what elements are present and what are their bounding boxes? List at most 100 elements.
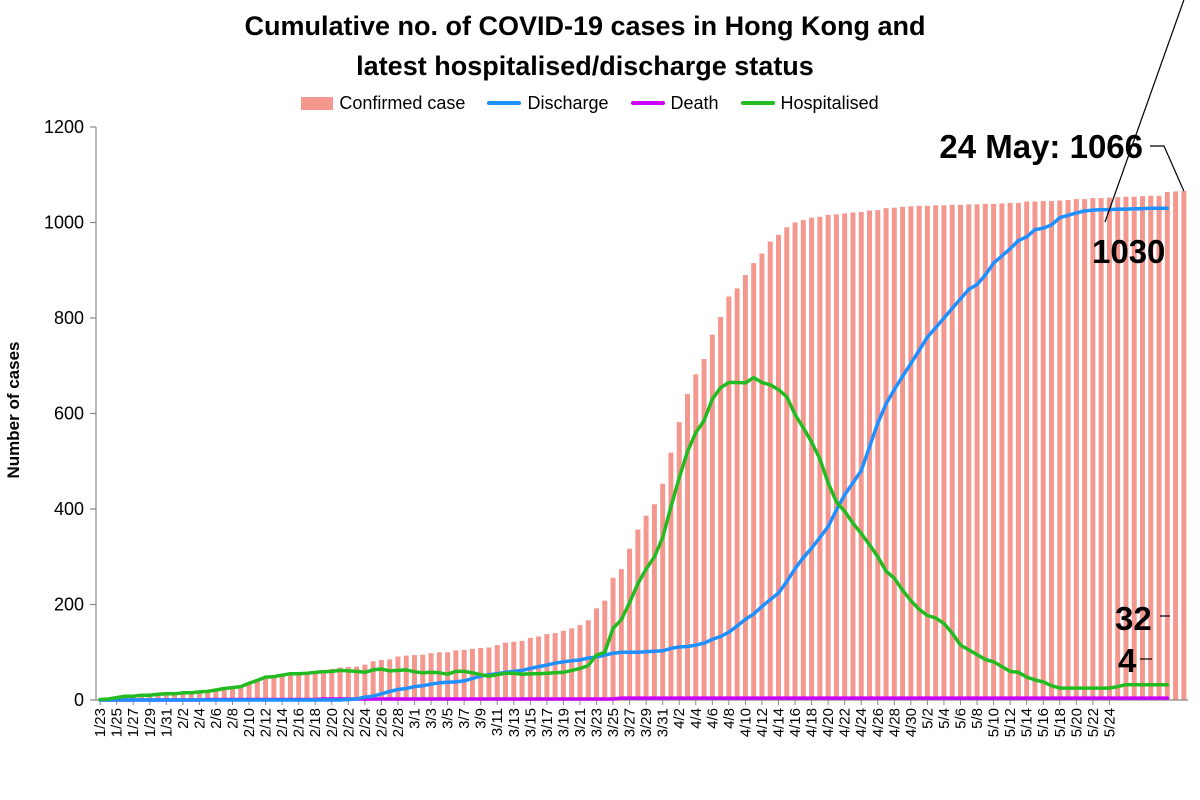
x-tick-label: 1/23 (92, 708, 109, 737)
bar-confirmed (891, 207, 897, 700)
legend-swatch-confirmed (301, 96, 334, 110)
bar-confirmed (436, 652, 442, 700)
x-tick-label: 1/29 (142, 708, 159, 737)
x-tick-label: 4/20 (820, 708, 837, 737)
bar-confirmed (254, 679, 260, 700)
x-tick-label: 3/29 (638, 708, 655, 737)
annotation-leader-discharge (1104, 0, 1185, 223)
bar-confirmed (958, 204, 963, 700)
bar-confirmed (627, 548, 633, 700)
bar-confirmed (982, 203, 988, 700)
bar-confirmed (825, 214, 831, 701)
y-tick-label: 400 (54, 499, 84, 519)
bar-confirmed (833, 214, 839, 700)
legend-label-discharge: Discharge (527, 92, 609, 113)
bar-confirmed (263, 676, 269, 700)
bar-confirmed (412, 655, 417, 700)
x-tick-label: 5/16 (1035, 708, 1052, 737)
legend: Confirmed case Discharge Death Hospitali… (0, 90, 1180, 116)
bar-confirmed (883, 208, 889, 701)
bar-confirmed (908, 206, 914, 700)
bar-confirmed (933, 205, 939, 700)
bar-confirmed (660, 483, 666, 700)
bar-confirmed (867, 210, 872, 700)
bar-confirmed (610, 577, 616, 700)
x-tick-label: 2/12 (258, 708, 275, 737)
bar-confirmed (453, 650, 459, 700)
x-tick-label: 2/16 (291, 708, 308, 737)
bar-confirmed (1164, 191, 1170, 700)
legend-item-confirmed: Confirmed case (301, 93, 465, 114)
legend-swatch-death (630, 101, 665, 105)
bar-confirmed (941, 205, 947, 700)
bar-confirmed (370, 661, 376, 700)
x-tick-label: 3/5 (440, 708, 457, 729)
bar-confirmed (709, 334, 715, 700)
bar-confirmed (991, 203, 997, 700)
bar-confirmed (585, 620, 591, 700)
bar-confirmed (1098, 198, 1104, 700)
bar-confirmed (1049, 201, 1054, 700)
bar-confirmed (635, 529, 641, 700)
legend-label-death: Death (670, 92, 719, 113)
x-tick-label: 4/26 (870, 708, 887, 737)
x-tick-label: 2/24 (357, 708, 374, 737)
bar-confirmed (1106, 197, 1112, 701)
bar-confirmed (139, 695, 144, 700)
x-tick-label: 4/12 (754, 708, 771, 737)
bar-confirmed (842, 213, 848, 701)
x-tick-label: 3/13 (506, 708, 523, 737)
bar-confirmed (180, 692, 186, 700)
x-tick-label: 4/18 (804, 708, 821, 737)
bar-confirmed (858, 211, 864, 700)
x-tick-label: 4/2 (671, 708, 688, 729)
x-tick-label: 3/1 (407, 708, 424, 729)
x-tick-label: 2/4 (191, 708, 208, 729)
x-tick-label: 4/4 (688, 708, 705, 729)
x-tick-label: 5/24 (1101, 708, 1118, 737)
bar-confirmed (999, 203, 1005, 700)
x-tick-label: 5/2 (919, 708, 936, 729)
x-tick-label: 2/6 (208, 708, 225, 729)
y-tick-label: 0 (74, 690, 84, 710)
bar-confirmed (718, 317, 724, 700)
x-tick-label: 2/18 (307, 708, 324, 737)
bar-confirmed (122, 696, 128, 700)
x-tick-label: 4/14 (771, 708, 788, 737)
bar-confirmed (420, 654, 426, 700)
chart-title-line-1: Cumulative no. of COVID-19 cases in Hong… (244, 11, 926, 41)
x-tick-label: 5/18 (1052, 708, 1069, 737)
x-tick-label: 2/10 (241, 708, 258, 737)
bar-confirmed (651, 504, 657, 700)
bar-confirmed (734, 288, 740, 700)
bar-confirmed (163, 693, 169, 700)
annotation-hospitalised: 32 (1115, 600, 1152, 637)
x-tick-label: 3/21 (572, 708, 589, 737)
y-tick-label: 800 (54, 308, 84, 328)
x-tick-label: 4/22 (837, 708, 854, 737)
x-tick-label: 4/8 (721, 708, 738, 729)
bar-confirmed (1057, 200, 1063, 700)
bar-confirmed (569, 628, 575, 700)
x-tick-label: 1/27 (125, 708, 142, 737)
bar-confirmed (618, 569, 624, 700)
legend-item-death: Death (630, 92, 719, 114)
bar-confirmed (742, 275, 748, 700)
legend-label-hospitalised: Hospitalised (780, 92, 879, 113)
series-line-discharge (98, 206, 1170, 702)
bar-confirmed (668, 452, 674, 700)
x-tick-label: 5/4 (936, 708, 953, 729)
bar-confirmed (345, 667, 351, 700)
x-tick-label: 5/20 (1068, 708, 1085, 737)
x-tick-label: 2/14 (274, 708, 291, 737)
bar-confirmed (304, 672, 310, 700)
bar-confirmed (378, 659, 384, 700)
bar-confirmed (693, 374, 699, 700)
bar-confirmed (924, 205, 930, 700)
chart-title: Cumulative no. of COVID-19 cases in Hong… (0, 6, 1170, 86)
x-tick-label: 5/22 (1085, 708, 1102, 737)
bar-confirmed (1073, 199, 1079, 701)
bar-confirmed (1140, 196, 1145, 701)
x-tick-label: 3/31 (655, 708, 672, 737)
bar-confirmed (1040, 201, 1046, 700)
